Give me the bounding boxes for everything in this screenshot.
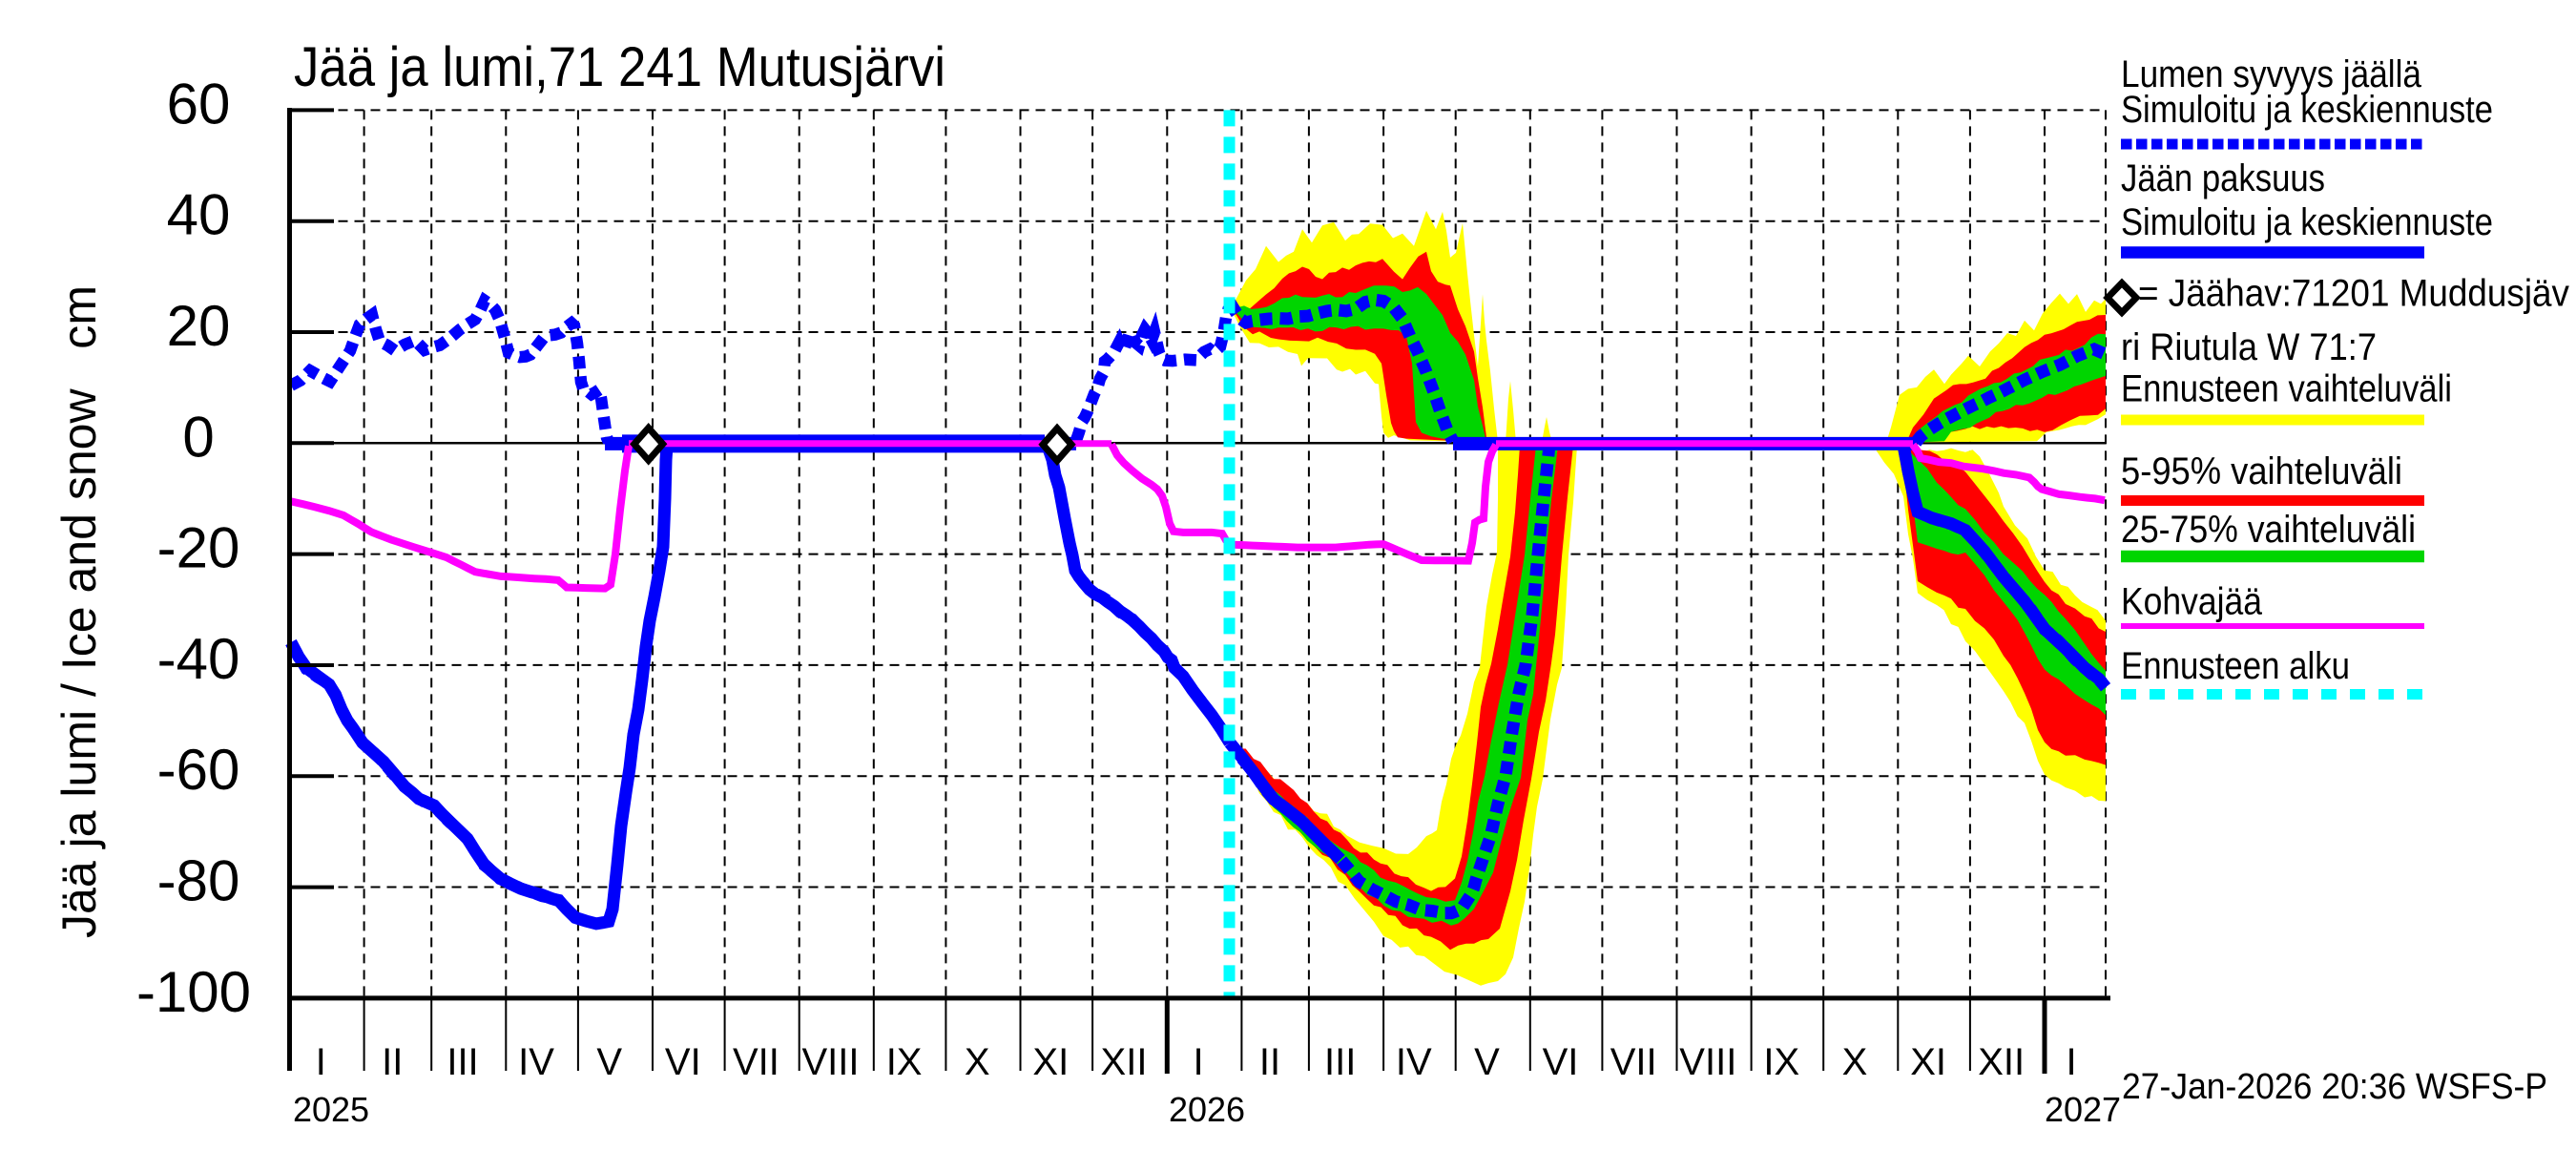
svg-text:40: 40	[167, 183, 231, 247]
svg-text:I: I	[2066, 1041, 2076, 1083]
svg-text:III: III	[1324, 1041, 1356, 1083]
svg-text:I: I	[1194, 1041, 1204, 1083]
svg-text:Simuloitu ja keskiennuste: Simuloitu ja keskiennuste	[2121, 89, 2493, 131]
svg-text:-20: -20	[157, 516, 240, 580]
svg-text:V: V	[596, 1041, 622, 1083]
svg-text:25-75% vaihteluväli: 25-75% vaihteluväli	[2121, 509, 2416, 551]
svg-text:-40: -40	[157, 627, 240, 691]
svg-text:IX: IX	[886, 1041, 923, 1083]
svg-text:Kohvajää: Kohvajää	[2121, 581, 2263, 623]
svg-text:20: 20	[167, 294, 231, 358]
svg-text:5-95% vaihteluväli: 5-95% vaihteluväli	[2121, 450, 2402, 492]
svg-text:IV: IV	[518, 1041, 554, 1083]
svg-text:2027: 2027	[2045, 1090, 2121, 1129]
svg-text:Jään paksuus: Jään paksuus	[2121, 157, 2325, 199]
svg-text:27-Jan-2026 20:36 WSFS-P: 27-Jan-2026 20:36 WSFS-P	[2122, 1067, 2547, 1107]
svg-text:ri Riutula W 71:7: ri Riutula W 71:7	[2121, 326, 2377, 368]
svg-text:-100: -100	[136, 960, 251, 1024]
svg-text:X: X	[1842, 1041, 1868, 1083]
svg-text:IX: IX	[1763, 1041, 1799, 1083]
svg-text:Jää ja lumi,71 241 Mutusjärvi: Jää ja lumi,71 241 Mutusjärvi	[294, 36, 945, 98]
svg-text:0: 0	[182, 405, 214, 469]
svg-text:Simuloitu ja keskiennuste: Simuloitu ja keskiennuste	[2121, 201, 2493, 243]
svg-text:V: V	[1474, 1041, 1500, 1083]
svg-text:VI: VI	[665, 1041, 701, 1083]
svg-text:2026: 2026	[1169, 1090, 1245, 1129]
svg-text:VIII: VIII	[1679, 1041, 1736, 1083]
svg-text:Jää ja lumi / Ice and snow c: Jää ja lumi / Ice and snow cm	[52, 285, 106, 938]
svg-text:IV: IV	[1396, 1041, 1432, 1083]
svg-text:VI: VI	[1543, 1041, 1579, 1083]
svg-text:XII: XII	[1978, 1041, 2025, 1083]
svg-text:= Jäähav:71201 Muddusjäv: = Jäähav:71201 Muddusjäv	[2138, 273, 2569, 315]
svg-text:II: II	[382, 1041, 403, 1083]
svg-text:II: II	[1259, 1041, 1280, 1083]
svg-text:VIII: VIII	[801, 1041, 859, 1083]
svg-text:Lumen syvyys jäällä: Lumen syvyys jäällä	[2121, 53, 2422, 95]
svg-text:III: III	[447, 1041, 478, 1083]
svg-text:XII: XII	[1101, 1041, 1148, 1083]
svg-text:-80: -80	[157, 849, 240, 913]
svg-text:Ennusteen vaihteluväli: Ennusteen vaihteluväli	[2121, 368, 2452, 410]
svg-text:2025: 2025	[293, 1090, 369, 1129]
svg-text:I: I	[316, 1041, 326, 1083]
svg-text:60: 60	[167, 72, 231, 136]
svg-text:VII: VII	[1610, 1041, 1657, 1083]
svg-text:VII: VII	[733, 1041, 779, 1083]
svg-text:-60: -60	[157, 738, 240, 802]
svg-text:X: X	[965, 1041, 990, 1083]
svg-text:XI: XI	[1032, 1041, 1069, 1083]
svg-text:Ennusteen alku: Ennusteen alku	[2121, 645, 2350, 687]
svg-text:XI: XI	[1910, 1041, 1946, 1083]
